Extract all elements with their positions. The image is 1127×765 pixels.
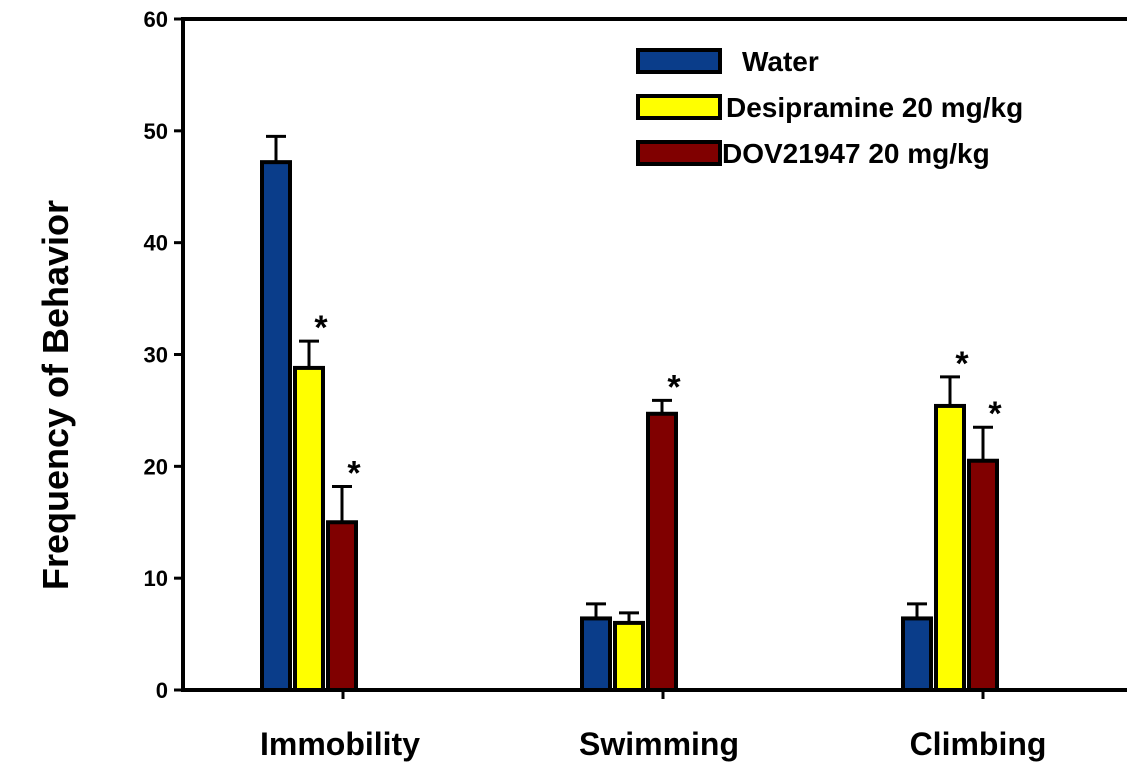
bar [260,160,292,692]
bar [934,403,966,692]
legend-label: Desipramine 20 mg/kg [726,92,1023,123]
legend-label: Water [742,46,819,77]
x-tick-label: Immobility [260,726,420,762]
plot-area: * * * * * 0 10 20 30 40 50 60 Immobility Swimming Clim… [144,7,1127,762]
bar [580,616,612,693]
bar [613,620,645,693]
significance-marker: * [314,309,328,347]
y-axis-label: Frequency of Behavior [35,200,76,590]
significance-marker: * [988,395,1002,433]
x-tick-label: Swimming [579,726,739,762]
legend-label: DOV21947 20 mg/kg [722,138,990,169]
significance-marker: * [667,368,681,406]
y-tick-label: 10 [144,566,168,591]
legend-swatch [636,94,722,120]
y-tick-label: 40 [144,231,168,256]
bar [293,365,325,692]
bar [901,616,933,693]
y-tick-label: 60 [144,7,168,32]
bar [326,520,358,692]
y-tick-label: 20 [144,454,168,479]
significance-marker: * [955,345,969,383]
bar [967,458,999,692]
legend-swatch [636,140,722,166]
significance-marker: * [347,454,361,492]
y-tick-label: 0 [156,678,168,703]
legend-swatch [636,48,722,74]
y-tick-label: 50 [144,119,168,144]
y-tick-label: 30 [144,343,168,368]
bar [646,411,678,692]
x-tick-label: Climbing [910,726,1047,762]
